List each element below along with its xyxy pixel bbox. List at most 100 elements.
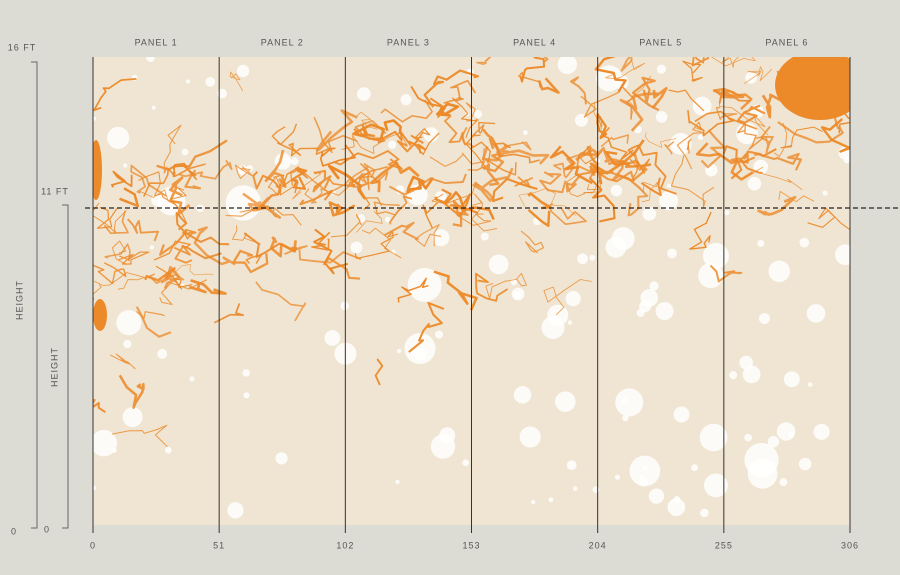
marble-vein <box>229 71 244 92</box>
marble-vein <box>456 213 492 226</box>
marble-bubble <box>655 111 668 123</box>
marble-vein <box>739 148 777 164</box>
marble-vein <box>173 245 193 264</box>
marble-vein <box>356 210 383 233</box>
marble-bubble <box>185 79 190 84</box>
marble-vein <box>110 170 133 188</box>
marble-bubble <box>835 244 850 266</box>
marble-vein <box>118 374 145 409</box>
marble-vein <box>126 218 159 242</box>
marble-bubble <box>566 460 577 471</box>
mural-bottom-label: 0 <box>44 524 50 534</box>
marble-vein <box>620 57 633 72</box>
marble-vein <box>255 281 307 322</box>
marble-vein <box>139 189 180 203</box>
marble-vein <box>388 173 467 196</box>
marble-vein <box>664 141 675 155</box>
marble-bubble <box>757 239 765 247</box>
marble-vein <box>94 272 146 290</box>
marble-vein <box>686 139 692 154</box>
marble-vein <box>780 126 823 149</box>
marble-vein <box>276 142 332 157</box>
marble-bubble <box>430 434 456 459</box>
marble-vein <box>422 202 439 229</box>
marble-bubble <box>798 457 812 471</box>
marble-vein <box>93 262 127 285</box>
marble-vein <box>153 240 191 261</box>
marble-vein <box>737 122 766 150</box>
marble-vein <box>353 124 386 144</box>
marble-vein <box>397 277 429 303</box>
marble-bubble <box>673 406 690 423</box>
marble-vein <box>110 353 136 370</box>
marbled-artwork <box>93 57 850 525</box>
marble-vein <box>93 398 106 414</box>
marble-vein <box>520 230 545 254</box>
marble-vein <box>444 115 466 145</box>
panel-label: PANEL 4 <box>513 37 556 47</box>
marble-vein <box>312 169 332 193</box>
marble-vein <box>586 146 599 176</box>
marble-vein <box>264 149 287 188</box>
marble-vein <box>718 94 769 136</box>
marble-vein <box>469 141 517 176</box>
width-mark-label: 306 <box>841 540 859 550</box>
marble-vein <box>341 132 408 154</box>
marble-vein <box>640 177 662 197</box>
marble-bubble <box>703 242 729 269</box>
marble-vein <box>272 207 302 226</box>
marble-bubble <box>123 163 128 168</box>
marble-bubble <box>610 184 623 197</box>
marble-vein <box>434 191 495 221</box>
marble-bubble <box>577 253 588 265</box>
marble-vein <box>514 176 534 189</box>
marble-bubble <box>146 57 155 63</box>
marble-bubble <box>395 479 400 485</box>
marble-vein <box>820 118 850 153</box>
marble-bubble <box>531 499 536 505</box>
marble-bubble <box>724 209 730 216</box>
marble-vein <box>700 129 726 169</box>
marble-bubble <box>151 194 164 207</box>
marble-bubble <box>747 176 762 191</box>
marble-vein <box>527 192 552 210</box>
marble-bubble <box>667 183 672 188</box>
marble-bubble <box>758 313 770 325</box>
marble-vein <box>408 301 445 353</box>
marble-bubble <box>739 355 753 370</box>
marble-vein <box>757 195 797 216</box>
marble-vein <box>807 207 850 231</box>
marble-bubble <box>227 502 244 519</box>
marble-bubble <box>658 191 679 211</box>
marble-bubble <box>290 157 299 166</box>
marble-bubble <box>181 148 189 156</box>
marble-bubble <box>236 64 250 78</box>
marble-bubble <box>622 414 629 422</box>
marble-vein <box>168 176 191 216</box>
marble-vein <box>629 158 651 179</box>
marble-bubble <box>324 330 341 346</box>
marble-bubble <box>642 206 657 221</box>
marble-bubble <box>744 433 753 442</box>
mural-bracket <box>62 204 69 529</box>
marble-vein <box>519 57 546 83</box>
marble-vein <box>443 79 477 104</box>
marble-vein <box>183 228 197 240</box>
marble-vein <box>414 224 442 247</box>
marble-bubble <box>107 126 130 149</box>
marble-bubble <box>783 371 800 388</box>
width-mark-label: 204 <box>589 540 607 550</box>
marble-bubble <box>242 369 250 377</box>
marble-vein <box>482 128 501 152</box>
width-mark-label: 255 <box>715 540 733 550</box>
wall-height-label: HEIGHT <box>14 280 24 320</box>
marble-vein <box>354 231 399 259</box>
width-mark-label: 153 <box>462 540 480 550</box>
marble-vein <box>575 147 638 165</box>
marble-bubble <box>462 459 470 467</box>
marble-bubble <box>692 96 712 116</box>
marble-vein <box>682 60 703 82</box>
marble-vein <box>322 257 360 280</box>
marble-vein <box>380 99 433 123</box>
marble-vein <box>144 267 176 282</box>
